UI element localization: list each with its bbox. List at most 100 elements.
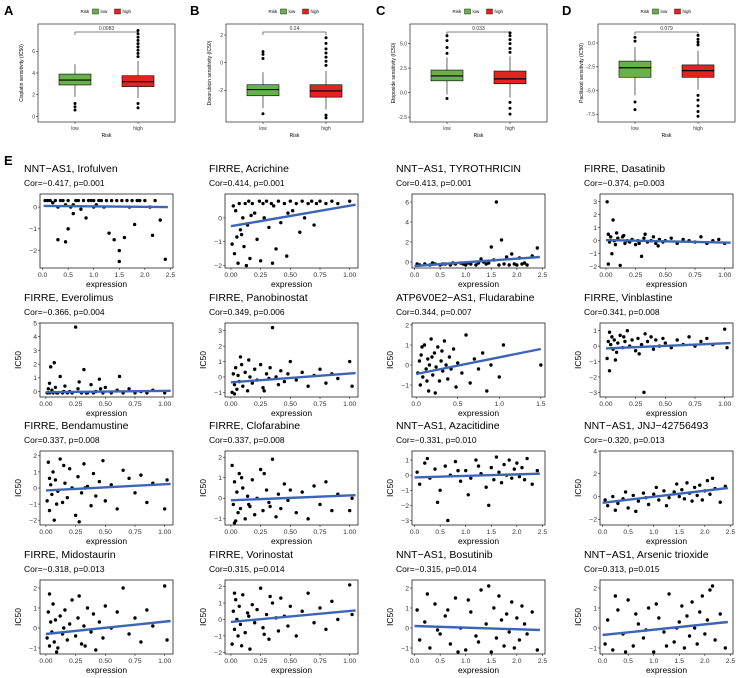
data-point <box>623 650 628 654</box>
data-point <box>623 490 628 494</box>
data-point <box>85 606 90 610</box>
outlier-point <box>324 47 328 51</box>
data-point <box>236 634 240 638</box>
data-point <box>239 476 244 480</box>
data-point <box>433 602 437 606</box>
x-tick-label: 0.75 <box>313 658 326 665</box>
y-tick-label: 2 <box>405 239 409 246</box>
data-point <box>502 462 506 467</box>
x-tick-label: 0.0 <box>598 529 608 536</box>
data-point <box>245 389 250 393</box>
data-point <box>510 252 514 256</box>
y-tick-label: 4 <box>32 71 35 77</box>
data-point <box>92 198 96 203</box>
x-tick-label: 2.0 <box>700 529 710 536</box>
data-point <box>309 199 314 203</box>
scatter-panel-15: NNT−AS1, Bosutinib Cor=−0.315, p=0.014 0.0… <box>385 549 547 675</box>
y-tick-label: −1 <box>214 390 222 397</box>
data-point <box>262 632 266 636</box>
data-point <box>623 241 627 246</box>
data-point <box>312 484 316 488</box>
data-point <box>497 594 501 598</box>
data-point <box>238 622 243 627</box>
data-point <box>606 232 611 236</box>
x-tick-label: high <box>133 126 143 132</box>
x-tick-label: 0.25 <box>254 658 267 665</box>
x-axis-label: expression <box>646 408 687 418</box>
legend-key <box>652 8 659 15</box>
data-point <box>651 235 656 239</box>
panel-letter: D <box>562 3 571 18</box>
data-point <box>474 263 478 267</box>
data-point <box>318 367 322 371</box>
regression-line <box>45 619 171 636</box>
data-point <box>418 383 423 387</box>
data-point <box>417 482 422 486</box>
outlier-point <box>696 40 700 44</box>
data-point <box>82 624 86 628</box>
data-point <box>641 491 646 495</box>
box-high <box>681 33 715 118</box>
data-point <box>606 262 611 266</box>
x-tick-label: 0.75 <box>313 401 326 408</box>
outlier-point <box>261 50 265 54</box>
data-point <box>262 471 266 476</box>
data-point <box>250 478 255 482</box>
data-point <box>109 198 114 203</box>
data-point <box>312 223 316 227</box>
data-point <box>469 610 473 614</box>
outlier-point <box>324 55 328 59</box>
data-point <box>238 228 243 232</box>
y-tick-label: 2 <box>405 585 409 592</box>
data-point <box>687 634 692 638</box>
y-tick-label: −2 <box>401 503 409 510</box>
data-point <box>510 600 514 604</box>
y-tick-label: 0 <box>218 617 222 624</box>
data-point <box>165 638 169 642</box>
data-point <box>613 358 618 362</box>
data-point <box>603 498 607 502</box>
outlier-point <box>261 52 265 56</box>
data-point <box>48 198 52 203</box>
data-point <box>654 241 658 246</box>
data-point <box>494 636 499 640</box>
data-point <box>66 198 70 203</box>
y-tick-label: −2 <box>29 248 37 255</box>
data-point <box>130 198 134 203</box>
data-point <box>233 366 238 370</box>
data-point <box>456 650 460 654</box>
data-point <box>47 592 52 596</box>
outlier-point <box>633 39 637 43</box>
data-point <box>56 238 60 242</box>
data-point <box>725 345 729 350</box>
y-tick-label: 6 <box>405 199 409 206</box>
data-point <box>504 255 509 259</box>
data-point <box>451 347 456 351</box>
y-tick-label: 3 <box>218 328 222 335</box>
x-axis-label: expression <box>86 279 127 289</box>
data-point <box>279 220 283 225</box>
data-point <box>79 642 84 646</box>
x-tick-label: 1.00 <box>343 529 356 536</box>
regression-line <box>230 203 356 228</box>
data-point <box>336 617 340 622</box>
y-tick-label: 0 <box>33 204 37 211</box>
x-tick-label: 0.50 <box>99 658 112 665</box>
data-point <box>115 198 119 203</box>
regression-line <box>43 204 168 209</box>
x-tick-label: 0.75 <box>128 658 141 665</box>
regression-line <box>414 472 540 479</box>
data-point <box>231 204 236 208</box>
x-tick-label: 2.0 <box>512 272 522 279</box>
scatter-title: NNT−AS1, Bosutinib <box>396 549 493 561</box>
data-point <box>231 502 236 507</box>
y-tick-label: −2 <box>29 518 37 525</box>
data-point <box>324 201 328 206</box>
regression-line <box>415 347 542 376</box>
scatter-title: FIRRE, Dasatinib <box>584 163 665 175</box>
y-tick-label: 0 <box>593 238 597 245</box>
x-tick-label: low <box>443 126 451 132</box>
scatter-panel-3: NNT−AS1, TYROTHRICIN Cor=0.413, p=0.001 0.… <box>396 163 547 289</box>
data-point <box>539 363 543 367</box>
data-point <box>294 378 298 382</box>
